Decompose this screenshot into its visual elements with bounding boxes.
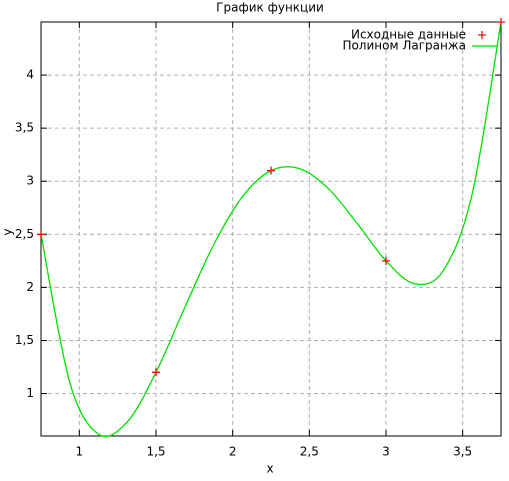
y-tick-label: 1 — [26, 386, 34, 400]
x-tick-label: 1 — [76, 445, 84, 459]
y-axis-label: y — [1, 228, 15, 235]
x-tick-label: 3 — [382, 445, 390, 459]
y-tick-label: 2,5 — [15, 227, 34, 241]
x-tick-label: 1,5 — [146, 445, 165, 459]
legend-label: Полином Лагранжа — [342, 39, 466, 53]
data-point — [152, 368, 160, 377]
y-tick-label: 4 — [26, 68, 34, 82]
data-point — [497, 18, 505, 26]
curve — [40, 21, 502, 438]
data-point — [37, 230, 45, 239]
plot-frame — [40, 21, 502, 437]
x-tick-label: 3,5 — [453, 445, 472, 459]
x-tick-label: 2,5 — [300, 445, 319, 459]
x-axis-label: x — [266, 462, 273, 476]
y-tick-label: 3,5 — [15, 121, 34, 135]
x-tick-label: 2 — [229, 445, 237, 459]
legend-marker — [478, 31, 486, 39]
data-point — [382, 256, 390, 265]
y-tick-label: 3 — [26, 174, 34, 188]
chart-title: График функции — [216, 1, 324, 15]
data-point — [267, 166, 275, 175]
y-tick-label: 2 — [26, 280, 34, 294]
legend-label: Исходные данные — [351, 28, 466, 42]
y-tick-label: 1,5 — [15, 333, 34, 347]
